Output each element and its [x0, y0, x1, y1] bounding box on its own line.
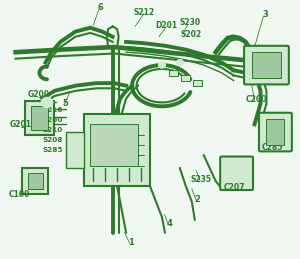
Text: 5: 5	[62, 99, 68, 108]
Bar	[66, 132, 84, 168]
Bar	[25, 101, 54, 135]
Text: S202: S202	[181, 30, 202, 39]
Text: C200: C200	[245, 95, 267, 104]
Circle shape	[42, 98, 52, 107]
FancyBboxPatch shape	[244, 46, 289, 84]
Text: 4: 4	[167, 219, 172, 228]
Text: G201: G201	[10, 120, 32, 129]
Bar	[22, 168, 49, 194]
FancyBboxPatch shape	[259, 113, 292, 152]
Text: S260: S260	[43, 118, 63, 124]
Bar	[193, 80, 202, 86]
Text: D201: D201	[155, 21, 178, 30]
Text: S210: S210	[43, 127, 63, 133]
Circle shape	[158, 62, 166, 68]
Text: S216: S216	[43, 107, 63, 113]
Text: S208: S208	[43, 137, 63, 143]
Bar	[90, 124, 138, 166]
Text: S230: S230	[180, 18, 201, 27]
Text: S235: S235	[191, 175, 212, 184]
Text: 2: 2	[194, 195, 200, 204]
Text: C285: C285	[261, 142, 283, 152]
Text: C207: C207	[224, 183, 245, 192]
Text: G200: G200	[28, 90, 50, 99]
Bar	[28, 173, 43, 189]
Text: S285: S285	[43, 147, 63, 153]
Bar	[31, 106, 49, 130]
Text: 1: 1	[128, 238, 134, 247]
Text: C100: C100	[8, 190, 30, 199]
Bar	[169, 70, 178, 76]
Bar	[266, 119, 284, 145]
Bar	[84, 114, 150, 186]
Text: S212: S212	[134, 8, 154, 17]
Bar	[182, 75, 190, 81]
Circle shape	[176, 59, 183, 66]
Text: 3: 3	[262, 10, 268, 19]
Bar	[251, 52, 281, 78]
FancyBboxPatch shape	[220, 156, 253, 190]
Text: 6: 6	[98, 3, 104, 12]
